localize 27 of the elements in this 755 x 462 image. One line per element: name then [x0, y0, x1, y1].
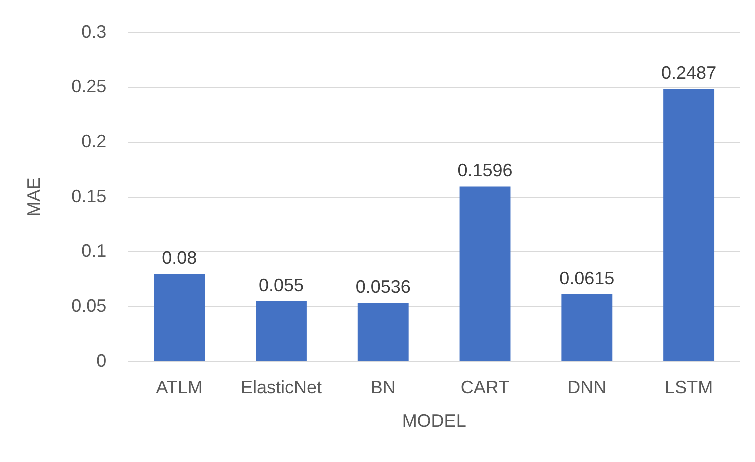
y-axis-title: MAE: [24, 178, 44, 217]
bar: [358, 303, 409, 362]
y-tick-label: 0.1: [82, 241, 107, 262]
data-label: 0.0615: [560, 268, 615, 288]
bar: [154, 274, 206, 362]
bar: [460, 186, 511, 362]
x-tick-label: ATLM: [156, 378, 203, 398]
data-label: 0.1596: [458, 160, 513, 181]
bar: [562, 294, 613, 362]
data-label: 0.08: [162, 248, 198, 268]
x-axis-title: MODEL: [402, 411, 466, 432]
y-tick-label: 0.05: [72, 296, 107, 316]
data-label: 0.055: [258, 275, 304, 296]
x-tick-label: ElasticNet: [240, 378, 322, 398]
y-tick-label: 0.3: [82, 22, 107, 42]
data-label: 0.0536: [356, 276, 411, 297]
x-tick-label: CART: [460, 378, 510, 398]
x-tick-label: DNN: [568, 378, 607, 398]
x-tick-label: BN: [370, 378, 396, 398]
data-label: 0.2487: [662, 63, 717, 84]
y-tick-label: 0: [96, 350, 107, 371]
bar: [256, 301, 307, 362]
x-tick-label: LSTM: [665, 378, 714, 398]
y-tick-label: 0.2: [82, 131, 107, 152]
y-tick-label: 0.15: [72, 186, 107, 206]
bar: [664, 89, 715, 362]
y-tick-label: 0.25: [72, 76, 107, 97]
